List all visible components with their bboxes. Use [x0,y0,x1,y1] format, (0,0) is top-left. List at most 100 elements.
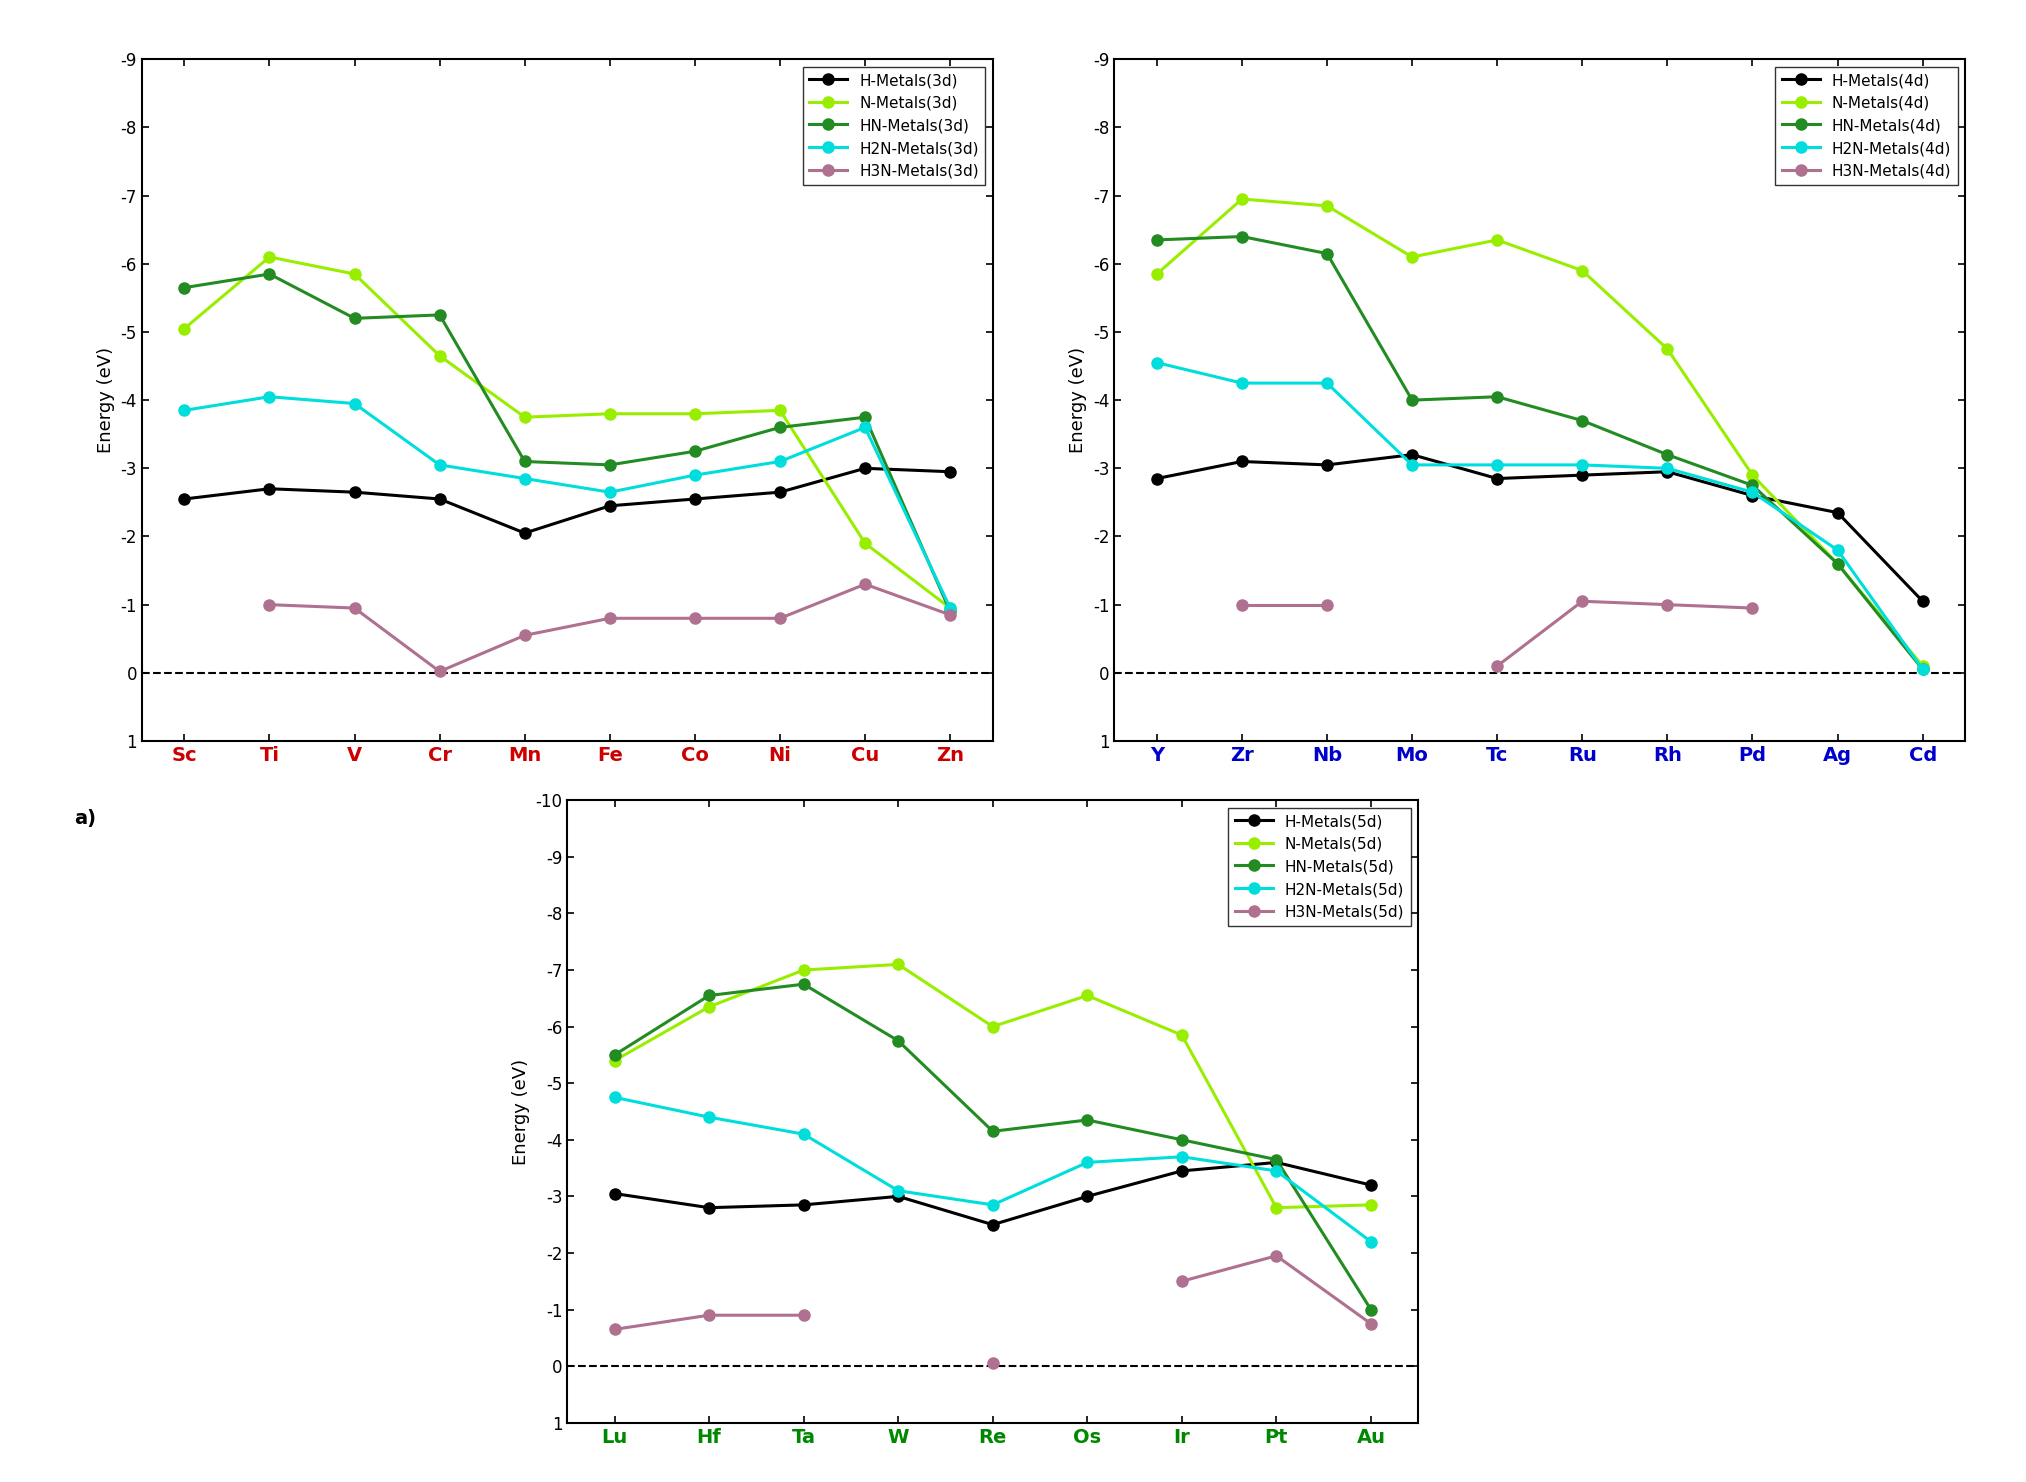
HN-Metals(3d) [513,452,537,470]
HN-Metals(4d) [1825,554,1850,572]
H-Metals(4d) [1315,456,1339,474]
HN-Metals(3d) [172,279,197,296]
H3N-Metals(3d) [683,609,707,627]
HN-Metals(5d) [602,1046,626,1064]
Legend: H-Metals(5d), N-Metals(5d), HN-Metals(5d), H2N-Metals(5d), H3N-Metals(5d): H-Metals(5d), N-Metals(5d), HN-Metals(5d… [1228,808,1410,926]
HN-Metals(4d) [1911,661,1935,679]
Legend: H-Metals(4d), N-Metals(4d), HN-Metals(4d), H2N-Metals(4d), H3N-Metals(4d): H-Metals(4d), N-Metals(4d), HN-Metals(4d… [1775,67,1957,185]
H3N-Metals(3d) [768,609,792,627]
HN-Metals(4d) [1230,228,1254,246]
N-Metals(3d) [342,265,367,283]
HN-Metals(5d) [1359,1301,1384,1319]
H-Metals(4d) [1825,504,1850,522]
H-Metals(3d) [768,483,792,501]
H-Metals(5d) [697,1199,721,1217]
H-Metals(3d) [853,459,877,477]
H2N-Metals(3d) [598,483,622,501]
HN-Metals(4d) [1740,477,1765,495]
Line: N-Metals(3d): N-Metals(3d) [178,252,956,614]
H2N-Metals(4d) [1145,354,1169,372]
H3N-Metals(3d) [513,627,537,645]
H-Metals(4d) [1485,470,1509,488]
HN-Metals(3d) [427,307,452,325]
H-Metals(3d) [342,483,367,501]
H2N-Metals(3d) [342,394,367,412]
HN-Metals(5d) [1076,1112,1100,1129]
Text: b): b) [1045,809,1070,828]
N-Metals(4d) [1230,190,1254,207]
N-Metals(3d) [427,347,452,365]
N-Metals(4d) [1740,467,1765,485]
H-Metals(5d) [1264,1153,1289,1171]
N-Metals(3d) [683,405,707,422]
H-Metals(5d) [1359,1177,1384,1194]
N-Metals(5d) [1076,987,1100,1005]
H2N-Metals(5d) [885,1181,910,1199]
H2N-Metals(5d) [1169,1149,1193,1166]
N-Metals(5d) [1359,1196,1384,1214]
HN-Metals(3d) [853,408,877,427]
HN-Metals(3d) [342,310,367,328]
N-Metals(3d) [598,405,622,422]
H2N-Metals(5d) [602,1088,626,1106]
H2N-Metals(5d) [697,1109,721,1126]
N-Metals(3d) [768,402,792,419]
H-Metals(5d) [1076,1187,1100,1205]
N-Metals(4d) [1911,657,1935,674]
H2N-Metals(4d) [1740,483,1765,501]
Line: N-Metals(5d): N-Metals(5d) [610,959,1376,1214]
HN-Metals(3d) [768,418,792,436]
H3N-Metals(4d) [1230,596,1254,614]
H3N-Metals(3d) [853,575,877,593]
H3N-Metals(3d) [427,662,452,680]
Line: HN-Metals(3d): HN-Metals(3d) [178,268,956,617]
HN-Metals(4d) [1400,391,1424,409]
HN-Metals(4d) [1570,412,1594,430]
H2N-Metals(3d) [513,470,537,488]
H-Metals(3d) [513,525,537,542]
Line: H2N-Metals(5d): H2N-Metals(5d) [610,1092,1376,1248]
N-Metals(5d) [981,1018,1005,1036]
H-Metals(5d) [792,1196,816,1214]
HN-Metals(3d) [683,442,707,459]
Line: H3N-Metals(4d): H3N-Metals(4d) [1236,599,1333,611]
H-Metals(5d) [981,1215,1005,1233]
Line: H-Metals(5d): H-Metals(5d) [610,1157,1376,1230]
HN-Metals(4d) [1145,231,1169,249]
HN-Metals(3d) [598,456,622,474]
H3N-Metals(5d) [602,1320,626,1338]
Text: a): a) [73,809,95,828]
N-Metals(3d) [513,408,537,427]
HN-Metals(5d) [792,975,816,993]
H2N-Metals(4d) [1400,456,1424,474]
HN-Metals(3d) [938,603,962,621]
H2N-Metals(5d) [792,1125,816,1143]
H-Metals(5d) [602,1184,626,1202]
H2N-Metals(4d) [1315,375,1339,393]
HN-Metals(5d) [1169,1131,1193,1149]
H3N-Metals(4d) [1315,596,1339,614]
H2N-Metals(3d) [768,452,792,470]
N-Metals(4d) [1315,197,1339,215]
HN-Metals(5d) [697,987,721,1005]
HN-Metals(4d) [1655,446,1680,464]
H2N-Metals(3d) [257,388,282,406]
Line: H3N-Metals(3d): H3N-Metals(3d) [263,578,956,677]
H-Metals(4d) [1911,593,1935,611]
N-Metals(3d) [853,535,877,553]
N-Metals(4d) [1655,341,1680,359]
N-Metals(5d) [602,1052,626,1070]
H2N-Metals(4d) [1570,456,1594,474]
Y-axis label: Energy (eV): Energy (eV) [1070,347,1088,453]
H-Metals(3d) [172,491,197,508]
N-Metals(3d) [257,247,282,265]
N-Metals(4d) [1570,262,1594,280]
H2N-Metals(4d) [1911,661,1935,679]
H2N-Metals(3d) [853,418,877,436]
H2N-Metals(3d) [683,467,707,485]
H-Metals(3d) [683,491,707,508]
N-Metals(4d) [1485,231,1509,249]
H-Metals(4d) [1230,452,1254,470]
H2N-Metals(5d) [1359,1233,1384,1251]
N-Metals(5d) [1169,1026,1193,1043]
